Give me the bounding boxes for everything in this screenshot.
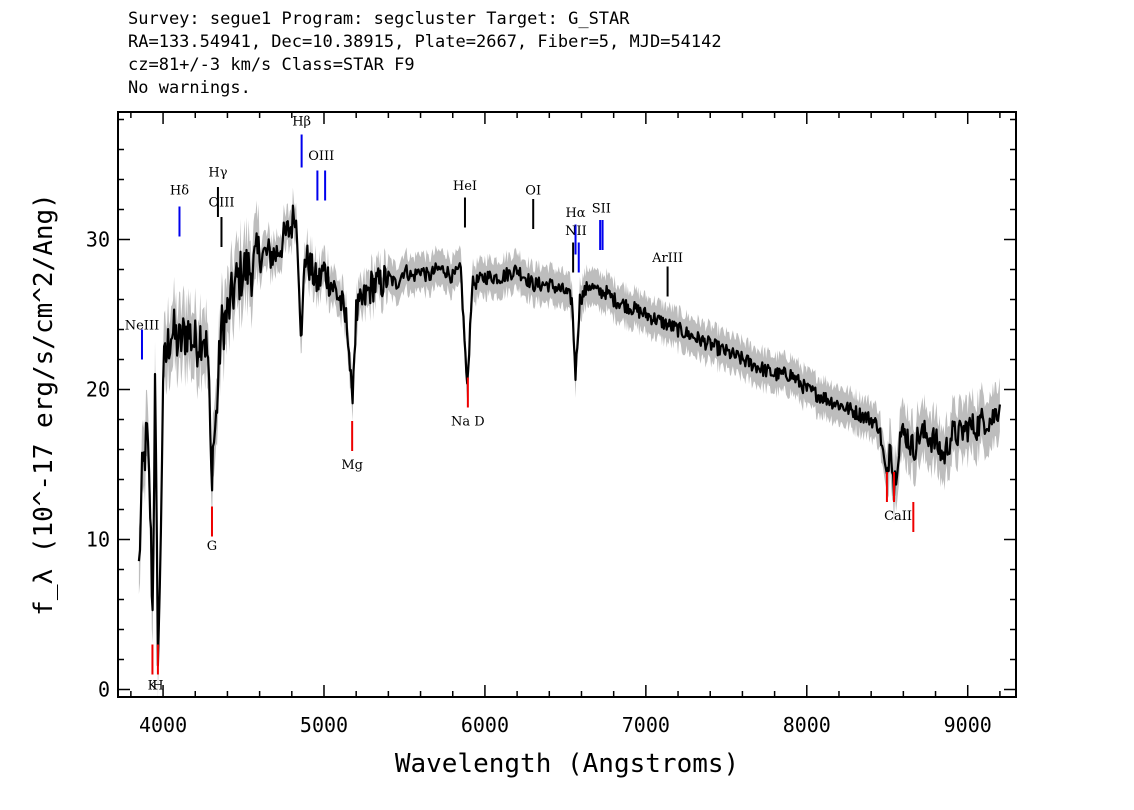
emission-line-label: SII — [592, 202, 611, 217]
emission-line-label: Hδ — [170, 184, 189, 199]
absorption-line-label: K — [148, 679, 158, 694]
axis-ticks-layer: 4000 5000 6000 7000 8000 9000 0 10 20 30 — [86, 112, 1016, 737]
header-coordinates-line: RA=133.54941, Dec=10.38915, Plate=2667, … — [128, 32, 722, 52]
emission-line-label: Hβ — [292, 115, 311, 130]
emission-line-label: HeI — [453, 179, 477, 194]
spectrum-line — [137, 204, 1001, 667]
y-tick-label: 20 — [86, 378, 110, 402]
absorption-line-label: H — [152, 679, 163, 694]
emission-line-label: NII — [565, 224, 587, 239]
x-tick-label: 8000 — [783, 713, 831, 737]
absorption-line-label: CaII — [884, 509, 912, 524]
error-band — [138, 187, 1000, 699]
error-band-layer — [138, 187, 1000, 699]
emission-line-label: NeIII — [125, 319, 159, 334]
absorption-line-label: Mg — [341, 458, 363, 473]
y-tick-label: 0 — [98, 678, 110, 702]
emission-line-label: Hγ — [208, 166, 227, 181]
x-tick-label: 6000 — [461, 713, 509, 737]
spectrum-series-layer — [137, 204, 1001, 667]
emission-line-label: OIII — [308, 149, 334, 164]
y-tick-label: 10 — [86, 528, 110, 552]
emission-line-label: OI — [525, 184, 541, 199]
x-axis-label: Wavelength (Angstroms) — [395, 749, 739, 779]
y-tick-label: 30 — [86, 228, 110, 252]
emission-line-label: Hα — [565, 206, 585, 221]
x-tick-label: 7000 — [622, 713, 670, 737]
emission-line-label: ArIII — [651, 251, 683, 266]
x-tick-label: 4000 — [139, 713, 187, 737]
line-markers-layer: NeIII Hδ Hγ OIII Hβ OIII HeI OI NII Hα SII ArIII KH G… — [125, 115, 915, 694]
header-warnings-line: No warnings. — [128, 78, 251, 98]
y-axis-label: f_λ (10^-17 erg/s/cm^2/Ang) — [29, 193, 59, 616]
x-tick-label: 9000 — [944, 713, 992, 737]
absorption-line-label: Na D — [451, 415, 485, 430]
header-survey-line: Survey: segue1 Program: segcluster Targe… — [128, 9, 630, 29]
spectrum-header: Survey: segue1 Program: segcluster Targe… — [128, 8, 722, 100]
emission-line-label: OIII — [208, 196, 234, 211]
plot-frame — [117, 111, 1017, 698]
x-tick-label: 5000 — [300, 713, 348, 737]
absorption-line-label: G — [207, 539, 217, 554]
header-redshift-class-line: cz=81+/-3 km/s Class=STAR F9 — [128, 55, 415, 75]
